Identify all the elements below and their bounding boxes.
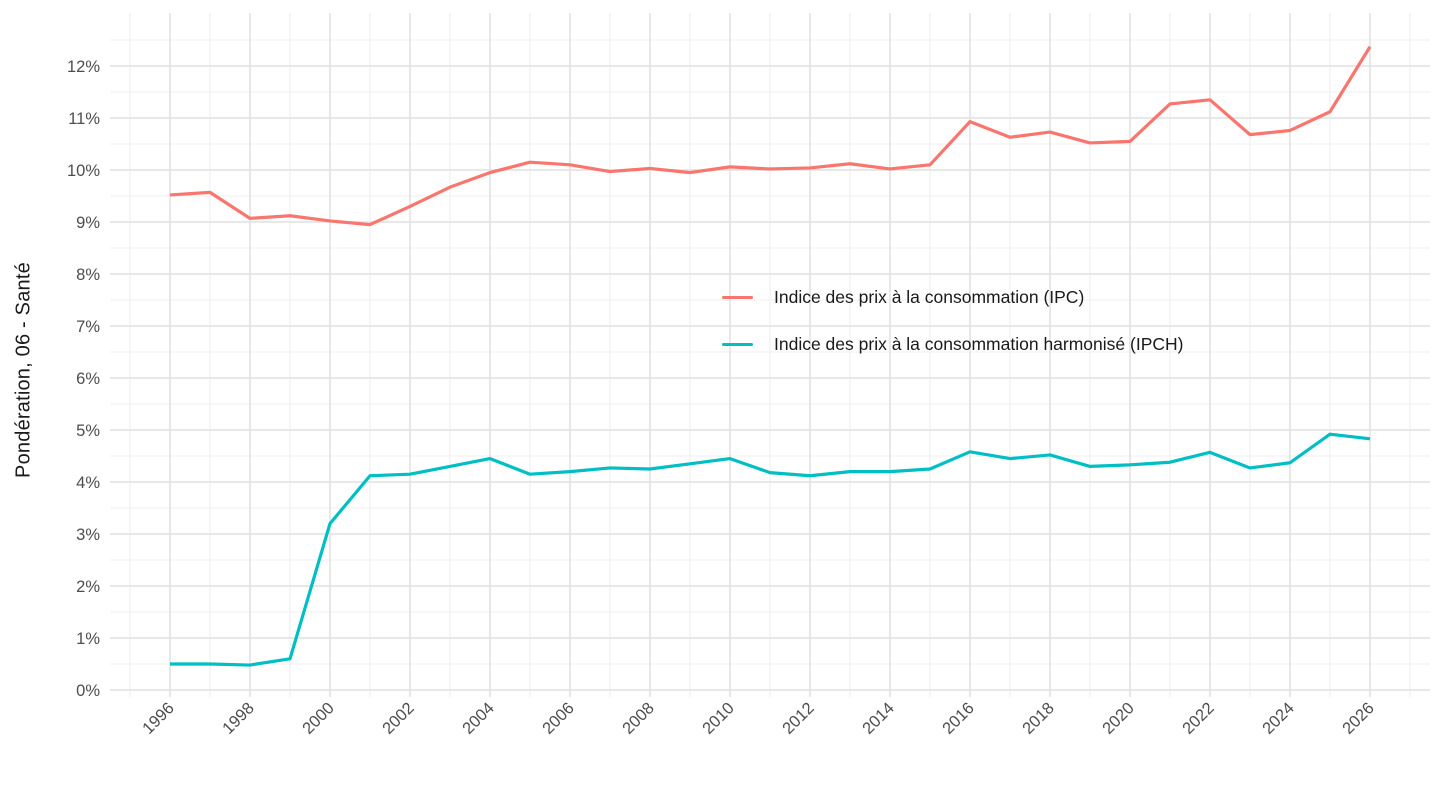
y-axis-title: Pondération, 06 - Santé (12, 262, 35, 478)
x-axis-tick-label: 2022 (1179, 699, 1218, 738)
y-axis-tick-label: 11% (68, 110, 100, 128)
y-axis-tick-label: 4% (76, 474, 100, 492)
y-axis-tick-label: 5% (76, 422, 100, 440)
y-axis-tick-label: 9% (76, 214, 100, 232)
x-axis-tick-label: 2026 (1339, 699, 1378, 738)
x-axis-tick-label: 2000 (299, 699, 338, 738)
legend-swatch-ipch (722, 342, 753, 347)
y-axis-tick-label: 7% (76, 318, 100, 336)
x-axis-tick-label: 2016 (939, 699, 978, 738)
x-axis-tick-label: 1998 (219, 699, 258, 738)
x-axis-tick-label: 2020 (1099, 699, 1138, 738)
y-axis-tick-label: 10% (67, 162, 100, 180)
series-line-ipc (169, 45, 1372, 227)
series-line-ipch (170, 432, 1371, 667)
y-axis-tick-label: 6% (76, 370, 100, 388)
x-axis-tick-label: 2006 (539, 699, 578, 738)
x-axis-tick-label: 2012 (779, 699, 818, 738)
legend: Indice des prix à la consommation (IPC) … (722, 274, 1183, 368)
x-axis-tick-label: 1996 (139, 699, 178, 738)
legend-item-ipc: Indice des prix à la consommation (IPC) (722, 274, 1183, 321)
y-axis-tick-label: 12% (67, 58, 100, 76)
y-axis-tick-label: 0% (76, 682, 100, 700)
x-axis-tick-label: 2008 (619, 699, 658, 738)
y-axis-tick-label: 3% (76, 526, 100, 544)
y-axis-tick-label: 8% (76, 266, 100, 284)
x-axis-tick-label: 2002 (379, 699, 418, 738)
y-axis-tick-label: 2% (76, 578, 100, 596)
x-axis-tick-label: 2018 (1019, 699, 1058, 738)
legend-swatch-ipc (722, 295, 753, 300)
x-axis-tick-label: 2024 (1259, 699, 1298, 738)
legend-item-ipch: Indice des prix à la consommation harmon… (722, 321, 1183, 368)
x-axis-tick-label: 2014 (859, 699, 898, 738)
y-axis-tick-label: 1% (76, 630, 100, 648)
legend-label-ipch: Indice des prix à la consommation harmon… (774, 334, 1184, 354)
x-axis-tick-label: 2004 (459, 699, 498, 738)
x-axis-tick-label: 2010 (699, 699, 738, 738)
legend-label-ipc: Indice des prix à la consommation (IPC) (774, 287, 1085, 307)
